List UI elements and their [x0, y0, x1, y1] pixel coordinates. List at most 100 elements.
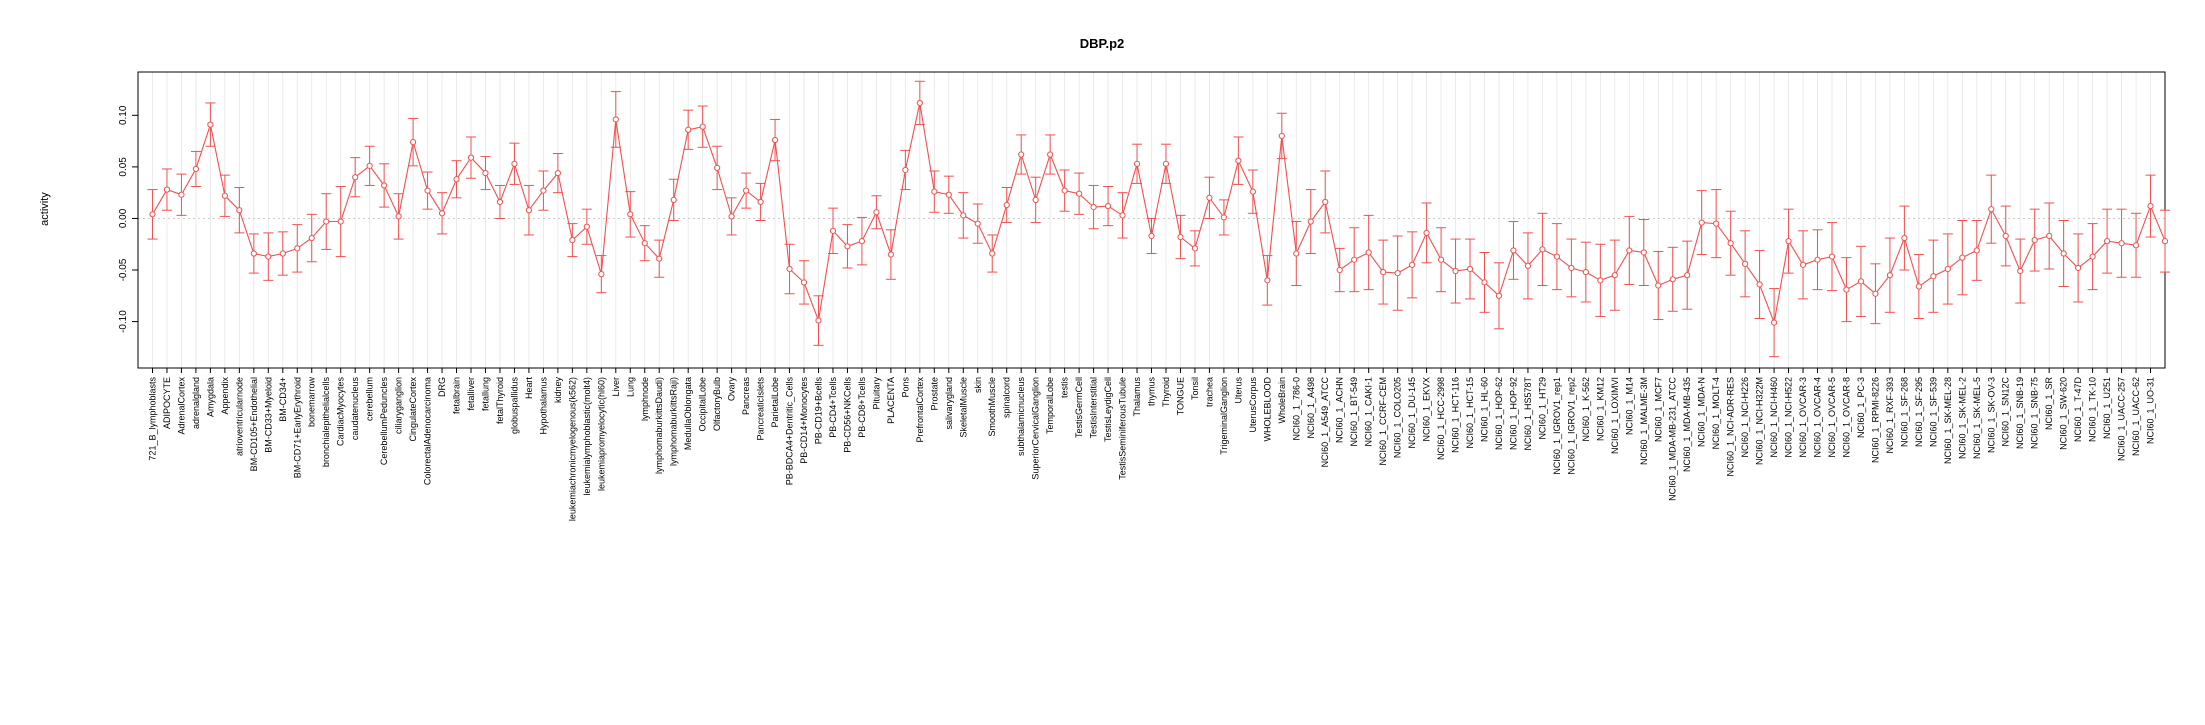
x-tick-label: NCI60_1_786-0 [1291, 377, 1301, 441]
data-point [1032, 196, 1039, 203]
data-point [1640, 249, 1647, 256]
data-point [1843, 286, 1850, 293]
data-point [2118, 240, 2125, 247]
data-point [2017, 267, 2024, 275]
x-tick-label: AdrenalCortex [176, 377, 186, 435]
data-point [511, 160, 518, 167]
data-point [1249, 188, 1256, 195]
x-tick-label: salivarygland [944, 377, 954, 430]
y-tick-label: 0.00 [118, 208, 129, 228]
data-point [2147, 202, 2154, 210]
y-axis-label: activity [39, 192, 51, 226]
x-tick-label: NCI60_1_TK-10 [2088, 377, 2098, 442]
data-point [1886, 272, 1894, 279]
data-point [771, 136, 779, 144]
x-tick-label: Hypothalamus [538, 377, 548, 435]
x-tick-label: NCI60_1_UO-31 [2146, 377, 2156, 444]
x-tick-label: NCI60_1_NCI-H522 [1784, 377, 1794, 458]
x-tick-label: skin [973, 377, 983, 393]
x-tick-label: BM-CD34+ [278, 377, 288, 422]
x-tick-label: NCI60_1_COLO205 [1393, 377, 1403, 458]
data-point [438, 210, 446, 217]
data-point [1582, 268, 1589, 276]
data-point [221, 192, 228, 199]
data-point [265, 253, 272, 260]
data-point [1365, 249, 1372, 256]
x-tick-label: NCI60_1_IGROV1_rep2 [1566, 377, 1576, 475]
x-tick-label: NCI60_1_NCI-H460 [1769, 377, 1779, 458]
y-tick-label: -0.10 [118, 310, 129, 333]
x-tick-label: BM-CD33+Myeloid [263, 377, 273, 453]
data-point [1698, 219, 1705, 226]
data-point [656, 255, 663, 262]
data-point [1727, 240, 1734, 247]
data-point [1524, 262, 1532, 269]
data-point [1857, 278, 1865, 285]
x-tick-label: Uterus [1233, 377, 1243, 404]
x-tick-label: Pituitary [871, 377, 881, 410]
data-point [829, 227, 837, 234]
x-tick-label: Pancreas [741, 377, 751, 416]
series-line [152, 102, 2166, 325]
x-tick-label: PB-CD8+Tcells [857, 377, 867, 438]
data-point [337, 218, 344, 225]
x-tick-label: PancreaticIslets [756, 377, 766, 441]
x-tick-label: Amygdala [205, 377, 215, 417]
data-point [1191, 245, 1199, 252]
data-point [786, 265, 793, 273]
x-tick-label: NCI60_1_KM12 [1595, 377, 1605, 441]
x-tick-label: testis [1060, 377, 1070, 399]
data-point [1061, 187, 1068, 194]
x-tick-label: NCI60_1_NCI-H226 [1740, 377, 1750, 458]
x-tick-label: NCI60_1_HS578T [1523, 377, 1533, 451]
x-tick-label: Thalamus [1132, 377, 1142, 417]
data-point [685, 126, 692, 133]
data-point [2103, 238, 2111, 245]
data-point [279, 250, 286, 257]
data-point [192, 165, 200, 173]
x-tick-label: Ovary [727, 377, 737, 402]
data-point [670, 196, 677, 203]
x-tick-label: Thyroid [1161, 377, 1171, 407]
x-tick-label: NCI60_1_HOP-62 [1494, 377, 1504, 450]
x-tick-label: WholeBrain [1277, 377, 1287, 424]
data-point [902, 166, 909, 174]
x-tick-label: NCI60_1_CAKI-1 [1364, 377, 1374, 447]
x-tick-label: subthalamicnucleus [1016, 377, 1026, 457]
x-tick-label: NCI60_1_SK-MEL-28 [1943, 377, 1953, 464]
x-tick-label: OlfactoryBulb [712, 377, 722, 431]
data-point [583, 223, 590, 230]
x-tick-label: NCI60_1_HT29 [1537, 377, 1547, 440]
x-tick-label: DRG [437, 377, 447, 397]
data-point [2075, 264, 2082, 272]
data-point [960, 212, 967, 219]
y-tick-label: 0.05 [118, 157, 129, 177]
x-tick-label: NCI60_1_A549_ATCC [1320, 377, 1330, 468]
data-point [1568, 264, 1575, 272]
data-point [1655, 282, 1662, 289]
x-tick-label: Pons [900, 377, 910, 398]
data-point [1495, 292, 1503, 299]
data-point [1770, 319, 1778, 326]
data-point [815, 317, 822, 324]
x-tick-label: PB-CD56+NKCells [842, 377, 852, 453]
data-point [424, 187, 431, 194]
data-point [743, 187, 750, 194]
data-point [1047, 151, 1054, 158]
x-tick-label: adrenalgland [191, 377, 201, 429]
data-point [1423, 229, 1430, 236]
data-point [1959, 254, 1966, 261]
data-point [887, 251, 894, 258]
data-point [554, 169, 561, 177]
x-tick-label: NCI60_1_LOXIMVI [1610, 377, 1620, 454]
x-tick-label: atrioventricularnode [234, 377, 244, 456]
x-tick-label: NCI60_1_MALME-3M [1639, 377, 1649, 465]
x-tick-label: NCI60_1_HCT-15 [1465, 377, 1475, 449]
x-tick-label: fetalliver [466, 377, 476, 411]
x-tick-label: bronchialepithelialcells [321, 377, 331, 468]
x-tick-label: NCI60_1_MOLT-4 [1711, 377, 1721, 449]
data-point [1437, 256, 1445, 263]
data-point [395, 213, 402, 220]
x-tick-label: PB-CD4+Tcells [828, 377, 838, 438]
data-point [482, 169, 489, 177]
